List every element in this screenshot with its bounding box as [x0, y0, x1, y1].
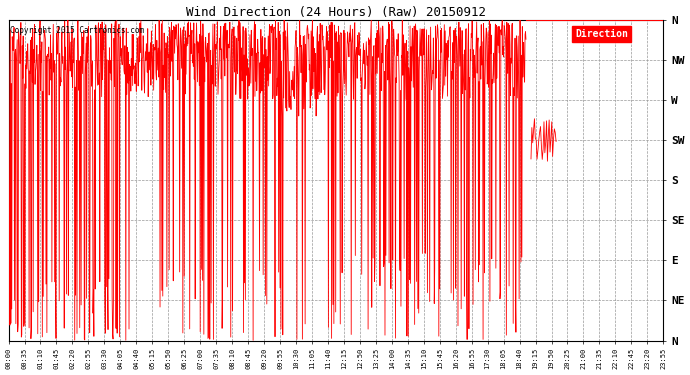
Title: Wind Direction (24 Hours) (Raw) 20150912: Wind Direction (24 Hours) (Raw) 20150912: [186, 6, 486, 18]
Text: Direction: Direction: [575, 29, 628, 39]
Text: Copyright 2015 Cartronics.com: Copyright 2015 Cartronics.com: [10, 26, 144, 35]
